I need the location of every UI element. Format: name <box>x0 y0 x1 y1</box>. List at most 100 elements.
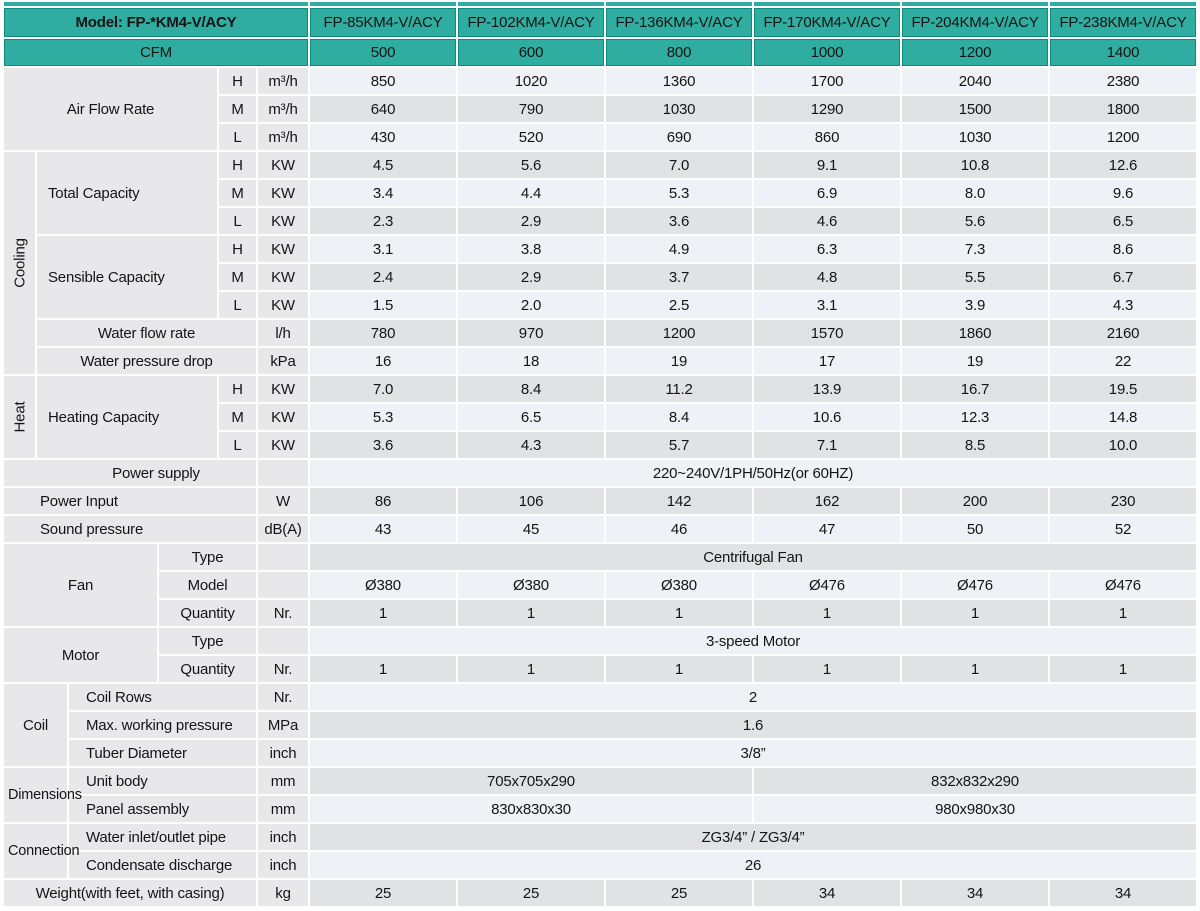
row-label-tuber-diameter: Tuber Diameter <box>69 740 256 766</box>
value-cell: 2.3 <box>310 208 456 234</box>
value-cell: Ø380 <box>606 572 752 598</box>
row-label-fan-type: Type <box>159 544 256 570</box>
table-row: Power supply 220~240V/1PH/50Hz(or 60HZ) <box>4 460 1196 486</box>
value-cell: 12.6 <box>1050 152 1196 178</box>
value-cell: 10.6 <box>754 404 900 430</box>
unit-cell: kPa <box>258 348 308 374</box>
cfm-value: 600 <box>458 39 604 66</box>
value-cell: 1290 <box>754 96 900 122</box>
unit-cell: dB(A) <box>258 516 308 542</box>
value-cell: 1570 <box>754 320 900 346</box>
row-label-motor-type: Type <box>159 628 256 654</box>
value-cell: 1 <box>902 656 1048 682</box>
table-title: Model: FP-*KM4-V/ACY <box>4 8 308 37</box>
value-cell: 970 <box>458 320 604 346</box>
unit-cell: inch <box>258 740 308 766</box>
value-cell: 3.6 <box>310 432 456 458</box>
span-value-cell-right: 832x832x290 <box>754 768 1196 794</box>
table-row: L m³/h 430 520 690 860 1030 1200 <box>4 124 1196 150</box>
value-cell: 6.3 <box>754 236 900 262</box>
value-cell: 7.1 <box>754 432 900 458</box>
unit-cell: KW <box>258 264 308 290</box>
table-row: Water flow rate l/h 780 970 1200 1570 18… <box>4 320 1196 346</box>
span-value-cell: 1.6 <box>310 712 1196 738</box>
span-value-cell: ZG3/4” / ZG3/4” <box>310 824 1196 850</box>
value-cell: 3.8 <box>458 236 604 262</box>
speed-cell: H <box>219 152 256 178</box>
value-cell: 1 <box>606 656 752 682</box>
span-value-cell: Centrifugal Fan <box>310 544 1196 570</box>
value-cell: 7.0 <box>606 152 752 178</box>
span-value-cell: 3-speed Motor <box>310 628 1196 654</box>
section-label-cooling: Cooling <box>4 152 35 374</box>
section-label-motor: Motor <box>4 628 157 682</box>
span-value-cell: 2 <box>310 684 1196 710</box>
value-cell: 1 <box>310 656 456 682</box>
value-cell: 4.6 <box>754 208 900 234</box>
table-row: Tuber Diameter inch 3/8” <box>4 740 1196 766</box>
value-cell: 1030 <box>902 124 1048 150</box>
top-strip-segment <box>4 2 308 6</box>
row-label-weight: Weight(with feet, with casing) <box>4 880 256 906</box>
value-cell: 2.9 <box>458 208 604 234</box>
table-row: Weight(with feet, with casing) kg 25 25 … <box>4 880 1196 906</box>
cfm-value: 500 <box>310 39 456 66</box>
col-header-model: FP-85KM4-V/ACY <box>310 8 456 37</box>
row-label-fan-model: Model <box>159 572 256 598</box>
unit-cell: Nr. <box>258 656 308 682</box>
value-cell: 690 <box>606 124 752 150</box>
table-row: Condensate discharge inch 26 <box>4 852 1196 878</box>
table-row: M m³/h 640 790 1030 1290 1500 1800 <box>4 96 1196 122</box>
unit-cell: MPa <box>258 712 308 738</box>
table-row: Sensible Capacity H KW 3.1 3.8 4.9 6.3 7… <box>4 236 1196 318</box>
value-cell: 1200 <box>606 320 752 346</box>
top-strip-segment <box>310 2 456 6</box>
unit-cell: inch <box>258 852 308 878</box>
value-cell: 5.5 <box>902 264 1048 290</box>
speed-cell: L <box>219 208 256 234</box>
value-cell: 1 <box>310 600 456 626</box>
top-strip-segment <box>458 2 604 6</box>
value-cell: 7.0 <box>310 376 456 402</box>
speed-cell: L <box>219 124 256 150</box>
span-value-cell-left: 705x705x290 <box>310 768 752 794</box>
value-cell: 4.8 <box>754 264 900 290</box>
top-strip-segment <box>606 2 752 6</box>
value-cell: 1.5 <box>310 292 456 318</box>
value-cell: 34 <box>754 880 900 906</box>
value-cell: 162 <box>754 488 900 514</box>
row-label-max-working-pressure: Max. working pressure <box>69 712 256 738</box>
top-strip <box>4 2 1196 6</box>
table-row: Heat Heating Capacity H KW 7.0 8.4 11.2 … <box>4 376 1196 458</box>
row-label-power-supply: Power supply <box>4 460 256 486</box>
section-label-coil: Coil <box>4 684 67 766</box>
speed-cell: M <box>219 404 256 430</box>
section-label-fan: Fan <box>4 544 157 626</box>
unit-cell: m³/h <box>258 68 308 94</box>
value-cell: 3.4 <box>310 180 456 206</box>
value-cell: 200 <box>902 488 1048 514</box>
value-cell: 5.7 <box>606 432 752 458</box>
value-cell: 1 <box>458 656 604 682</box>
value-cell: 4.4 <box>458 180 604 206</box>
value-cell: 3.7 <box>606 264 752 290</box>
value-cell: 6.9 <box>754 180 900 206</box>
value-cell: 25 <box>458 880 604 906</box>
table-row: Cooling Total Capacity H KW 4.5 5.6 7.0 … <box>4 152 1196 374</box>
unit-cell: KW <box>258 152 308 178</box>
value-cell: 4.3 <box>1050 292 1196 318</box>
value-cell: 2040 <box>902 68 1048 94</box>
table-row: L KW 3.6 4.3 5.7 7.1 8.5 10.0 <box>4 432 1196 458</box>
value-cell: 11.2 <box>606 376 752 402</box>
value-cell: 8.6 <box>1050 236 1196 262</box>
speed-cell: H <box>219 236 256 262</box>
row-label-condensate-discharge: Condensate discharge <box>69 852 256 878</box>
speed-cell: H <box>219 376 256 402</box>
speed-cell: M <box>219 96 256 122</box>
row-label-fan-quantity: Quantity <box>159 600 256 626</box>
table-row: Quantity Nr. 1 1 1 1 1 1 <box>4 600 1196 626</box>
value-cell: 17 <box>754 348 900 374</box>
value-cell: 22 <box>1050 348 1196 374</box>
value-cell: 2160 <box>1050 320 1196 346</box>
value-cell: 25 <box>310 880 456 906</box>
